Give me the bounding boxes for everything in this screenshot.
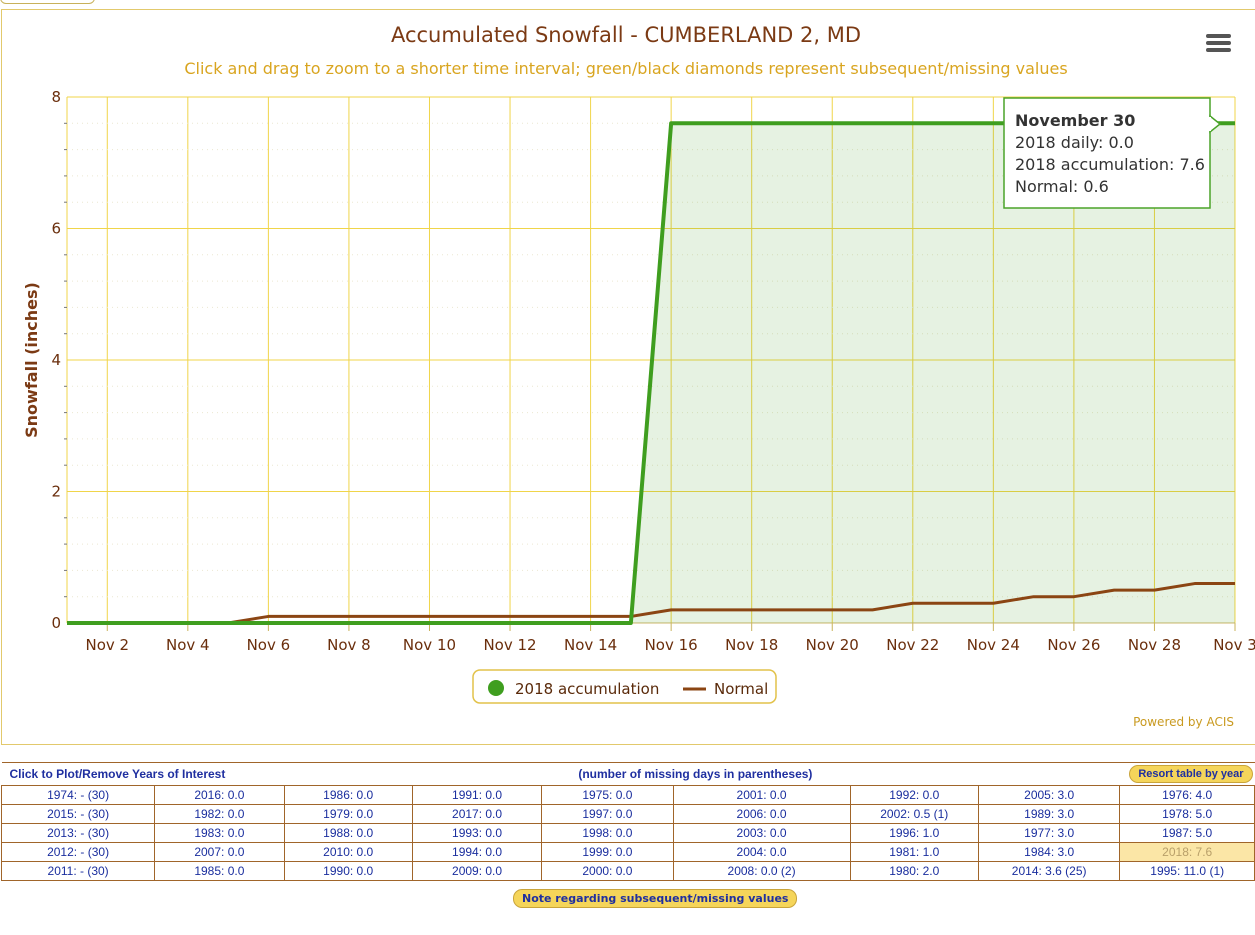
legend-label-normal[interactable]: Normal [714,680,768,698]
year-cell[interactable]: 1995: 11.0 (1) [1119,861,1255,881]
year-cell[interactable]: 2012: - (30) [0,842,156,862]
year-cell[interactable]: 1989: 3.0 [977,804,1121,824]
year-cell[interactable]: 1992: 0.0 [849,785,979,805]
minor-ticks [64,122,1235,598]
year-cell[interactable]: 2004: 0.0 [672,842,851,862]
year-cell[interactable]: 2001: 0.0 [672,785,851,805]
year-cell[interactable]: 1982: 0.0 [154,804,285,824]
x-tick-labels: Nov 2 Nov 4 Nov 6 Nov 8 Nov 10 Nov 12 Nov 14 No… [85,636,1255,654]
y-tick-label: 6 [51,220,61,238]
year-cell[interactable]: 2013: - (30) [0,823,156,843]
x-tick-label: Nov 26 [1047,636,1100,654]
year-cell[interactable]: 2003: 0.0 [672,823,851,843]
year-cell[interactable]: 1999: 0.0 [541,842,674,862]
year-cell[interactable]: 1983: 0.0 [154,823,285,843]
table-row: 2013: - (30) 1983: 0.0 1988: 0.0 1993: 0.0 1… [0,823,1255,843]
year-cell[interactable]: 1979: 0.0 [283,804,413,824]
year-cell[interactable]: 2010: 0.0 [283,842,413,862]
year-cell[interactable]: 1997: 0.0 [541,804,674,824]
year-cell[interactable]: 2016: 0.0 [154,785,285,805]
y-axis-label: Snowfall (inches) [22,282,41,438]
credits[interactable]: Powered by ACIS [1133,715,1234,729]
x-tick-label: Nov 12 [483,636,536,654]
year-cell[interactable]: 1996: 1.0 [849,823,979,843]
year-cell[interactable]: 2015: - (30) [0,804,156,824]
chart-subtitle: Click and drag to zoom to a shorter time… [184,59,1067,78]
menu-icon[interactable] [1206,34,1231,52]
year-cell[interactable]: 1991: 0.0 [411,785,543,805]
y-tick-label: 2 [51,483,61,501]
year-cell[interactable]: 1984: 3.0 [977,842,1121,862]
year-cell[interactable]: 1990: 0.0 [283,861,413,881]
chart-title: Accumulated Snowfall - CUMBERLAND 2, MD [391,23,861,47]
year-cell[interactable]: 1974: - (30) [0,785,156,805]
y-tick-labels: 0 2 4 6 8 [51,88,61,632]
year-cell[interactable]: 2000: 0.0 [541,861,674,881]
year-cell[interactable]: 1978: 5.0 [1119,804,1255,824]
tooltip-accumulation: 2018 accumulation: 7.6 [1015,155,1205,174]
y-tick-label: 8 [51,88,61,106]
line-normal[interactable] [67,582,1235,625]
x-tick-label: Nov 3 [1213,636,1255,654]
x-tick-label: Nov 28 [1128,636,1181,654]
year-cell[interactable]: 1985: 0.0 [154,861,285,881]
tooltip: November 30 2018 daily: 0.0 2018 accumul… [1003,97,1222,209]
year-cell[interactable]: 1998: 0.0 [541,823,674,843]
tooltip-box [1003,97,1211,209]
legend-label-2018[interactable]: 2018 accumulation [515,680,659,698]
year-cell[interactable]: 2009: 0.0 [411,861,543,881]
year-cell[interactable]: 1987: 5.0 [1119,823,1255,843]
year-cell[interactable]: 1993: 0.0 [411,823,543,843]
table-row: 2011: - (30) 1985: 0.0 1990: 0.0 2009: 0.0 2… [0,861,1255,881]
resort-button[interactable]: Resort table by year [1129,765,1253,783]
legend: 2018 accumulation Normal [472,669,777,704]
x-tick-label: Nov 20 [806,636,859,654]
tooltip-normal: Normal: 0.6 [1015,177,1109,196]
year-cell[interactable]: 2011: - (30) [0,861,156,881]
x-tick-label: Nov 8 [327,636,371,654]
year-cell[interactable]: 2006: 0.0 [672,804,851,824]
x-tick-label: Nov 22 [886,636,939,654]
year-cell[interactable]: 2002: 0.5 (1) [849,804,979,824]
grid-lines [66,96,1236,631]
y-tick-label: 0 [51,614,61,632]
table-row: 1974: - (30) 2016: 0.0 1986: 0.0 1991: 0.0 1… [0,785,1255,805]
x-tick-label: Nov 16 [645,636,698,654]
year-cell[interactable]: 1977: 3.0 [977,823,1121,843]
note-button[interactable]: Note regarding subsequent/missing values [513,889,798,908]
table-row: 2012: - (30) 2007: 0.0 2010: 0.0 1994: 0.0 1… [0,842,1255,862]
table-instruction: Click to Plot/Remove Years of Interest [1,762,413,786]
table-body: 1974: - (30) 2016: 0.0 1986: 0.0 1991: 0.0 1… [0,785,1255,881]
table-missing-note: (number of missing days in parentheses) [412,762,979,786]
x-tick-label: Nov 18 [725,636,778,654]
year-cell[interactable]: 2008: 0.0 (2) [672,861,851,881]
year-cell[interactable]: 2005: 3.0 [977,785,1121,805]
x-tick-label: Nov 2 [85,636,129,654]
x-tick-label: Nov 10 [403,636,456,654]
year-cell[interactable]: 2014: 3.6 (25) [977,861,1121,881]
year-cell[interactable]: 2007: 0.0 [154,842,285,862]
year-cell[interactable]: 1980: 2.0 [849,861,979,881]
year-cell[interactable]: 1988: 0.0 [283,823,413,843]
legend-marker-2018[interactable] [488,680,504,696]
legend-box [472,669,777,704]
x-tick-label: Nov 24 [967,636,1020,654]
year-cell[interactable]: 1975: 0.0 [541,785,674,805]
tooltip-title: November 30 [1015,111,1135,130]
years-table: Click to Plot/Remove Years of Interest (… [0,762,1255,881]
year-cell[interactable]: 1994: 0.0 [411,842,543,862]
year-cell[interactable]: 1976: 4.0 [1119,785,1255,805]
year-cell[interactable]: 2018: 7.6 [1119,842,1255,862]
year-cell[interactable]: 1986: 0.0 [283,785,413,805]
x-tick-label: Nov 14 [564,636,617,654]
year-cell[interactable]: 2017: 0.0 [411,804,543,824]
year-cell[interactable]: 1981: 1.0 [849,842,979,862]
x-tick-label: Nov 4 [166,636,210,654]
table-row: 2015: - (30) 1982: 0.0 1979: 0.0 2017: 0.0 1… [0,804,1255,824]
x-tick-label: Nov 6 [247,636,291,654]
y-tick-label: 4 [51,351,61,369]
tooltip-daily: 2018 daily: 0.0 [1015,133,1134,152]
snowfall-chart: Accumulated Snowfall - CUMBERLAND 2, MD … [22,23,1255,729]
